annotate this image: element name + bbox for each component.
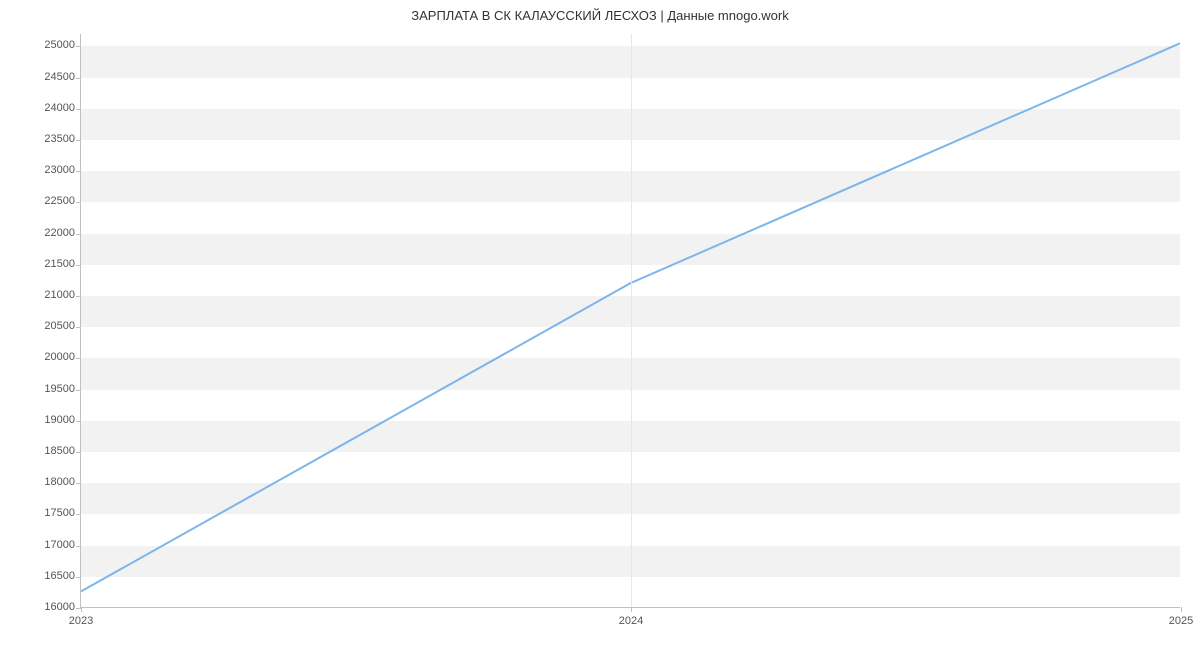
y-tick-label: 17500 [44, 507, 75, 519]
plot-area: 1600016500170001750018000185001900019500… [80, 34, 1180, 608]
x-gridline [631, 34, 632, 607]
y-tick-label: 21500 [44, 258, 75, 270]
y-tick-label: 19500 [44, 383, 75, 395]
y-tick-label: 17000 [44, 539, 75, 551]
y-tick-label: 16000 [44, 601, 75, 613]
y-tick-mark [76, 327, 81, 328]
y-tick-mark [76, 483, 81, 484]
x-tick-mark [81, 607, 82, 612]
y-tick-mark [76, 452, 81, 453]
x-tick-label: 2024 [619, 615, 643, 627]
y-tick-mark [76, 577, 81, 578]
y-tick-label: 19000 [44, 414, 75, 426]
x-tick-mark [631, 607, 632, 612]
y-tick-label: 23000 [44, 164, 75, 176]
y-tick-label: 25000 [44, 39, 75, 51]
y-tick-mark [76, 78, 81, 79]
y-tick-label: 18500 [44, 445, 75, 457]
y-tick-mark [76, 296, 81, 297]
y-tick-mark [76, 140, 81, 141]
y-tick-mark [76, 46, 81, 47]
chart-title: ЗАРПЛАТА В СК КАЛАУССКИЙ ЛЕСХОЗ | Данные… [0, 8, 1200, 23]
y-tick-label: 16500 [44, 570, 75, 582]
y-tick-label: 21000 [44, 289, 75, 301]
x-tick-label: 2023 [69, 615, 93, 627]
y-tick-label: 22000 [44, 227, 75, 239]
y-tick-label: 22500 [44, 195, 75, 207]
y-tick-mark [76, 109, 81, 110]
y-tick-mark [76, 358, 81, 359]
y-tick-label: 23500 [44, 133, 75, 145]
y-tick-mark [76, 171, 81, 172]
y-tick-label: 20000 [44, 351, 75, 363]
y-tick-label: 18000 [44, 476, 75, 488]
y-tick-label: 24500 [44, 71, 75, 83]
y-tick-label: 20500 [44, 320, 75, 332]
y-tick-mark [76, 546, 81, 547]
y-tick-mark [76, 514, 81, 515]
y-tick-mark [76, 265, 81, 266]
y-tick-mark [76, 421, 81, 422]
y-tick-mark [76, 234, 81, 235]
salary-line-chart: ЗАРПЛАТА В СК КАЛАУССКИЙ ЛЕСХОЗ | Данные… [0, 0, 1200, 650]
y-tick-mark [76, 202, 81, 203]
y-tick-label: 24000 [44, 102, 75, 114]
y-tick-mark [76, 390, 81, 391]
x-tick-label: 2025 [1169, 615, 1193, 627]
x-tick-mark [1181, 607, 1182, 612]
